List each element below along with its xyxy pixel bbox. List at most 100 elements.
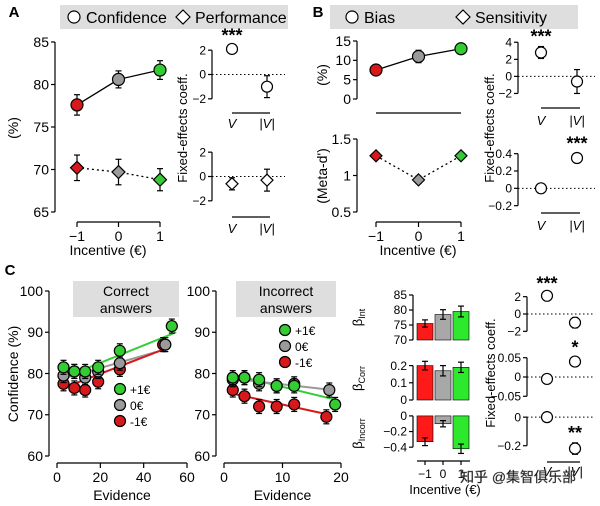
C_coef_int-y-tick-label: −2 <box>507 325 521 339</box>
C_correct-point <box>68 381 81 395</box>
C_correct-point <box>113 344 126 357</box>
B_coef_sens-y-tick-label: −0.2 <box>488 199 512 213</box>
b-x-tick-label: 0 <box>415 228 423 244</box>
C_incorrect-title-bg <box>236 281 336 317</box>
B_coef_sens-significance: *** <box>566 134 587 154</box>
b-bias-y-tick-label: 0 <box>343 91 351 107</box>
C_coef_corr-y-tick-label: 0 <box>514 370 521 384</box>
a-coef-conf-x-label-v: V <box>228 116 238 131</box>
legend-b-diamond-marker <box>455 9 471 25</box>
c-bars-x-label: Incentive (€) <box>409 482 481 497</box>
B_coef_bias-y-tick-label: 2 <box>505 53 512 67</box>
B_coef_sens-y-tick-label: 0.2 <box>495 164 512 178</box>
A_coef_conf-y-tick-label: 2 <box>199 43 206 57</box>
legend-b-bg <box>330 5 578 29</box>
b-sens-point <box>454 148 468 163</box>
a-main-y-tick-label: 75 <box>33 119 49 135</box>
b-coef-bias-x-label-v: V <box>537 113 547 128</box>
b-sens-point <box>369 148 383 163</box>
C_incorrect-y-tick-label: 90 <box>194 324 210 340</box>
a-coef-perf-chart: −2 0 2 <box>192 145 285 208</box>
c-coef-x-label-v: V <box>543 464 553 479</box>
C_correct-y-tick-label: 60 <box>27 448 43 464</box>
A_coef_conf-point <box>260 80 274 93</box>
legend-b: Bias Sensitivity <box>330 5 578 29</box>
C_incorrect-point <box>288 379 301 392</box>
C_incorrect-x-tick-label: 10 <box>275 469 291 485</box>
c-bars-x-tick-label: 1 <box>458 467 465 481</box>
watermark-text: 知乎 @集智俱乐部 <box>460 469 576 485</box>
C_incorrect-point <box>238 371 251 384</box>
a-coef-y-label: Fixed-effects coeff. <box>175 73 190 182</box>
b-bias-point <box>411 49 426 64</box>
C_incorrect-legend: +1€ 0€ -1€ <box>278 323 316 370</box>
C_coef_corr-y-tick-label: 0.05 <box>498 351 522 365</box>
b-sens-y-label: (Meta-d') <box>314 148 330 204</box>
C_bars_corr-y-tick-label: 0 <box>400 393 407 407</box>
C_correct-title-bg <box>73 281 179 317</box>
legend-b-bias: Bias <box>364 10 395 27</box>
C_bars_incorr-y-tick-label: −0.4 <box>383 440 407 454</box>
b-coef-y-label: Fixed-effects coeff. <box>482 73 497 182</box>
C_correct-point <box>68 365 81 378</box>
b-coef-sens-chart: −0.2 0 0.2 0.4 *** <box>488 134 595 213</box>
B_coef_bias-y-tick-label: 0 <box>505 70 512 84</box>
a-main-y-tick-label: 65 <box>33 204 49 220</box>
C_coef_int-point <box>540 289 554 302</box>
c-bars-x-tick-label: 0 <box>440 467 447 481</box>
panel-a-main-chart: 65 70 75 80 85 −1 0 1 Incentive (€) (%) <box>5 34 168 258</box>
C_coef_int-significance: *** <box>536 274 557 294</box>
C_incorrect-legend-label: 0€ <box>295 340 309 354</box>
C_coef_int-point <box>568 316 582 329</box>
b-sens-y-tick-label: 1 <box>343 167 351 183</box>
b-bias-y-tick-label: 5 <box>343 72 351 88</box>
C_incorrect-legend-marker <box>278 339 292 353</box>
C_coef_int-y-tick-label: 2 <box>514 290 521 304</box>
C_incorrect-point <box>329 398 342 411</box>
C_bars_incorr-y-tick-label: 0 <box>400 409 407 423</box>
C_bars_corr-bar <box>416 365 434 401</box>
C_incorrect-legend-marker <box>278 355 292 369</box>
C_correct-legend-label: +1€ <box>130 383 151 397</box>
C_bars_incorr-y-tick-label: −0.2 <box>383 425 407 439</box>
a-performance-point <box>69 160 85 176</box>
C_incorrect-legend-label: +1€ <box>295 324 316 338</box>
a-main-x-tick-label: 0 <box>115 228 123 244</box>
a-main-x-tick-label: 1 <box>156 228 164 244</box>
legend-a-confidence: Confidence <box>86 10 167 27</box>
C_coef_corr-y-tick-label: −0.05 <box>491 389 522 403</box>
C_coef_incorr-y-tick-label: 0 <box>514 410 521 424</box>
A_coef_conf-point <box>225 42 239 56</box>
C_incorrect-point <box>253 373 266 386</box>
c-y-label: Confidence (%) <box>5 326 21 423</box>
C_correct-point <box>79 365 92 378</box>
legend-b-sensitivity: Sensitivity <box>475 10 547 27</box>
C_bars_corr-y-tick-label: 0.1 <box>390 376 407 390</box>
C_incorrect-point <box>270 379 283 392</box>
A_coef_perf-point <box>225 176 239 191</box>
C_correct-point <box>57 361 70 374</box>
B_coef_bias-point <box>570 75 584 88</box>
a-coef-conf-chart: −2 0 2 *** <box>192 25 285 106</box>
b-x-label: Incentive (€) <box>379 242 456 258</box>
C_incorrect-y-tick-label: 100 <box>187 283 211 299</box>
b-bias-point <box>369 63 383 77</box>
C_correct-x-tick-label: 40 <box>136 469 152 485</box>
C_incorrect-x-label: Evidence <box>254 487 312 503</box>
B_coef_sens-y-tick-label: 0.4 <box>495 147 512 161</box>
B_coef_bias-y-tick-label: −2 <box>498 87 512 101</box>
b-bias-y-tick-label: 15 <box>335 33 351 49</box>
a-coef-perf-x-axis: V |V| <box>228 216 275 236</box>
C_correct-point <box>165 319 178 333</box>
C_bars_int-y-tick-label: 75 <box>394 318 408 332</box>
C_correct-y-tick-label: 70 <box>27 407 43 423</box>
legend-a-bg <box>60 5 288 29</box>
panel-label-a: A <box>9 4 20 21</box>
b-coef-bias-x-label-absv: |V| <box>569 113 584 128</box>
C_incorrect-legend-marker <box>278 323 292 337</box>
c-bars-x-tick-label: −1 <box>418 467 432 481</box>
legend-a-performance: Performance <box>195 10 287 27</box>
C_bars_int-y-tick-label: 80 <box>394 303 408 317</box>
